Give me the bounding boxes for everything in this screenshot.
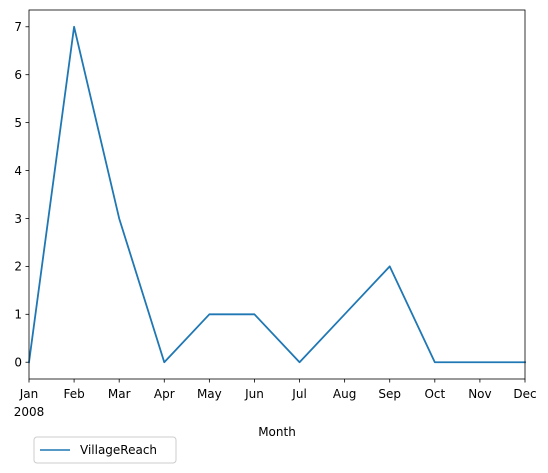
plot-area bbox=[29, 10, 525, 379]
x-tick-label: Aug bbox=[333, 387, 356, 401]
x-tick-label: Dec bbox=[513, 387, 536, 401]
x-tick-label: May bbox=[197, 387, 222, 401]
y-tick-label: 3 bbox=[14, 212, 22, 226]
x-tick-label: Jun bbox=[244, 387, 264, 401]
y-axis: 0 1 2 3 4 5 6 7 bbox=[14, 20, 29, 370]
x-tick-label: Sep bbox=[378, 387, 401, 401]
x-tick-label: Oct bbox=[424, 387, 445, 401]
x-tick-label: Apr bbox=[154, 387, 175, 401]
legend-box bbox=[33, 436, 177, 464]
y-tick-label: 5 bbox=[14, 116, 22, 130]
x-tick-label: Feb bbox=[63, 387, 84, 401]
y-tick-label: 1 bbox=[14, 308, 22, 322]
y-tick-label: 7 bbox=[14, 20, 22, 34]
x-axis: Jan Feb Mar Apr May Jun Jul Aug Sep Oct Nov Dec bbox=[19, 379, 537, 401]
x-axis-title: Month bbox=[258, 425, 296, 439]
x-tick-label: Jul bbox=[291, 387, 306, 401]
x-tick-label: Jan bbox=[19, 387, 39, 401]
x-tick-label: Mar bbox=[108, 387, 131, 401]
x-year-label: 2008 bbox=[14, 405, 45, 419]
legend-label-villagereach: VillageReach bbox=[80, 443, 157, 457]
y-tick-label: 6 bbox=[14, 68, 22, 82]
y-tick-label: 2 bbox=[14, 260, 22, 274]
plot-frame bbox=[28, 9, 526, 380]
y-tick-label: 0 bbox=[14, 356, 22, 370]
y-tick-label: 4 bbox=[14, 164, 22, 178]
x-tick-label: Nov bbox=[468, 387, 491, 401]
series-line-villagereach bbox=[27, 25, 526, 364]
series-lines bbox=[27, 25, 526, 364]
legend: VillageReach bbox=[33, 436, 177, 464]
